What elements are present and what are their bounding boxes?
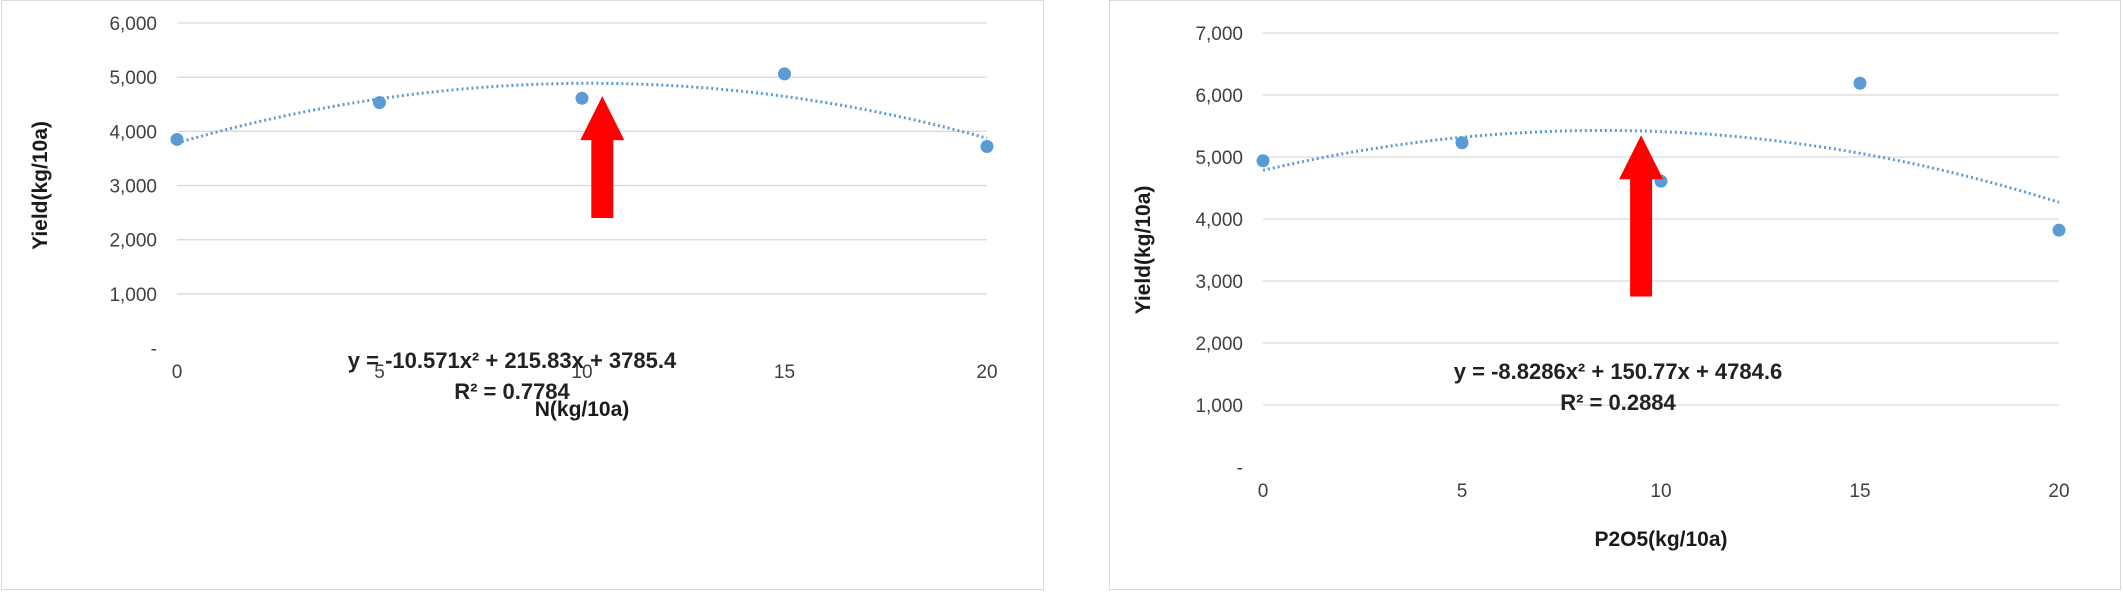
y-tick-label: 1,000 <box>1195 396 1243 417</box>
data-point <box>778 67 791 81</box>
y-tick-label: 3,000 <box>109 177 157 198</box>
y-tick-label: 5,000 <box>1195 148 1243 169</box>
y-axis-title: Yield(kg/10a) <box>29 121 52 250</box>
x-axis-title: P2O5(kg/10a) <box>1594 528 1727 551</box>
y-tick-label: 5,000 <box>109 68 157 89</box>
r-squared-label: R² = 0.2884 <box>1560 390 1676 415</box>
x-tick-label: 20 <box>2048 481 2069 502</box>
y-tick-label: 2,000 <box>109 231 157 252</box>
y-tick-label: 2,000 <box>1195 334 1243 355</box>
chart-panel-p2o5: - 1,000 2,000 3,000 4,000 5,000 6,000 7,000 0 5 1… <box>1109 0 2121 590</box>
trendline <box>1262 128 2060 204</box>
y-axis-title: Yield(kg/10a) <box>1132 186 1155 315</box>
x-tick-label: 5 <box>1457 481 1468 502</box>
y-tick-label: 7,000 <box>1195 24 1243 45</box>
trendline <box>176 81 988 145</box>
y-tick-label: 1,000 <box>109 285 157 306</box>
data-point <box>170 132 184 146</box>
x-tick-label: 0 <box>1258 481 1269 502</box>
data-point <box>1853 76 1867 90</box>
x-tick-label: 20 <box>976 362 997 383</box>
data-point <box>575 91 589 105</box>
chart-n-svg: - 1,000 2,000 3,000 4,000 5,000 6,000 0 5 10 15 20… <box>29 14 998 421</box>
chart-panel-n: - 1,000 2,000 3,000 4,000 5,000 6,000 0 5 10 15 20… <box>1 0 1044 590</box>
x-tick-label: 10 <box>571 362 592 383</box>
y-tick-label: - <box>1237 458 1243 479</box>
r-squared-label: R² = 0.7784 <box>454 379 570 404</box>
trendline-equation: y = -8.8286x² + 150.77x + 4784.6 <box>1454 359 1782 384</box>
y-tick-label: 6,000 <box>109 14 157 35</box>
x-tick-label: 15 <box>774 362 795 383</box>
data-point <box>980 140 994 153</box>
data-point <box>1256 154 1270 168</box>
x-tick-label: 0 <box>172 362 183 383</box>
y-tick-label: - <box>151 339 157 360</box>
x-tick-label: 10 <box>1650 481 1671 502</box>
data-point <box>373 96 386 110</box>
data-point <box>2052 223 2066 237</box>
red-arrow <box>580 96 625 218</box>
x-tick-label: 15 <box>1849 481 1870 502</box>
y-tick-label: 3,000 <box>1195 272 1243 293</box>
chart-p2o5-svg: - 1,000 2,000 3,000 4,000 5,000 6,000 7,000 0 5 1… <box>1132 24 2070 551</box>
x-tick-label: 5 <box>374 362 385 383</box>
x-axis-title: N(kg/10a) <box>535 398 630 421</box>
trendline-equation: y = -10.571x² + 215.83x + 3785.4 <box>348 348 677 373</box>
y-tick-label: 4,000 <box>1195 210 1243 231</box>
y-tick-label: 4,000 <box>109 122 157 143</box>
y-tick-label: 6,000 <box>1195 86 1243 107</box>
data-point <box>1455 136 1469 150</box>
red-arrow <box>1619 135 1664 297</box>
